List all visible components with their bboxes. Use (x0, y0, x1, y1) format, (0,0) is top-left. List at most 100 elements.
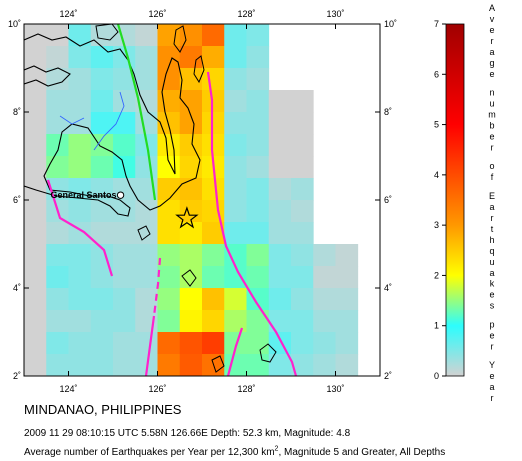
lat-tick-label: 4˚ (384, 283, 392, 293)
lon-tick-label: 124˚ (59, 9, 77, 19)
grid-cell (268, 200, 292, 223)
grid-cell (135, 288, 158, 311)
lon-tick-label: 126˚ (148, 9, 166, 19)
grid-cell (90, 156, 114, 179)
colorbar-title-letter: v (490, 14, 495, 24)
grid-cell (90, 310, 114, 333)
colorbar (445, 23, 465, 377)
grid-cell (68, 134, 92, 157)
grid-cell (313, 332, 336, 355)
grid-cell (246, 68, 270, 91)
epicenter-star (175, 206, 199, 229)
grid-cell (179, 178, 203, 201)
fault-west-arc (46, 179, 114, 277)
map-ticks: 124˚ 124˚ 126˚ 126˚ 128˚ 128˚ 130˚ 130˚ 2˚ 2˚ 4˚ 4˚… (8, 9, 397, 394)
grid-cell (24, 46, 47, 69)
grid-cell (135, 332, 158, 355)
grid-cell (291, 134, 314, 157)
grid-cell (179, 156, 203, 179)
grid-cell (246, 112, 270, 135)
grid-cell (24, 200, 47, 223)
grid-cell (291, 178, 314, 201)
small-island-3 (211, 355, 225, 373)
grid-cell (135, 68, 158, 91)
grid-cell (224, 266, 247, 289)
grid-cell (157, 332, 181, 355)
grid-cell (135, 200, 158, 223)
grid-cell (24, 354, 47, 376)
grid-cell (268, 288, 292, 311)
colorbar-tick-label: 6 (434, 69, 439, 79)
grid-cell (202, 266, 225, 289)
colorbar-title-letter: e (489, 25, 494, 35)
lat-tick-label: 4˚ (13, 283, 21, 293)
grid-cell (113, 310, 136, 333)
grid-cell (268, 134, 292, 157)
grid-cell (202, 222, 225, 245)
grid-cell (246, 178, 270, 201)
colorbar-title-letter: r (491, 213, 494, 223)
rate-note-superscript: 2 (274, 445, 279, 453)
grid-cell (46, 46, 69, 69)
map-features: General Santos (24, 24, 298, 376)
colorbar-title-letter: u (489, 257, 494, 267)
grid-cell (202, 200, 225, 223)
lat-tick-label: 2˚ (13, 371, 21, 381)
grid-cell (90, 288, 114, 311)
grid-cell (224, 288, 247, 311)
grid-cell (68, 46, 92, 69)
grid-cell (202, 46, 225, 69)
dinagat-island (173, 25, 187, 53)
colorbar-tick-label: 4 (434, 170, 439, 180)
grid-cell (313, 288, 336, 311)
lon-tick-label: 128˚ (237, 9, 255, 19)
grid-cell (24, 112, 47, 135)
colorbar-title-letter: A (489, 3, 495, 13)
grid-cell (68, 200, 92, 223)
colorbar-title-letter: e (489, 132, 494, 142)
grid-cell (224, 244, 247, 267)
grid-cell (335, 332, 359, 355)
grid-cell (157, 310, 181, 333)
grid-cell (113, 266, 136, 289)
lat-tick-label: 2˚ (384, 371, 392, 381)
grid-cell (291, 332, 314, 355)
grid-cell (90, 332, 114, 355)
grid-cell (157, 68, 181, 91)
colorbar-title-letter: s (490, 301, 495, 311)
grid-cell (224, 90, 247, 113)
rate-note: Average number of Earthquakes per Year p… (24, 445, 445, 458)
grid-cell (268, 332, 292, 355)
grid-cell (68, 222, 92, 245)
grid-cell (335, 244, 359, 267)
grid-cell (291, 156, 314, 179)
grid-cell (224, 354, 247, 376)
grid-cell (313, 354, 336, 376)
grid-cell (24, 222, 47, 245)
grid-cell (46, 112, 69, 135)
grid-cell (224, 156, 247, 179)
grid-cell (46, 244, 69, 267)
grid-cell (135, 266, 158, 289)
grid-cell (157, 134, 181, 157)
grid-cell (335, 310, 359, 333)
grid-cell (179, 112, 203, 135)
grid-cell (224, 134, 247, 157)
grid-cell (24, 310, 47, 333)
grid-cell (268, 310, 292, 333)
grid-cell (46, 310, 69, 333)
colorbar-title-letter: Y (489, 360, 495, 370)
grid-cell (157, 24, 181, 47)
grid-cell (68, 310, 92, 333)
grid-cell (90, 134, 114, 157)
grid-cell (313, 266, 336, 289)
grid-cell (246, 24, 270, 47)
grid-cell (113, 222, 136, 245)
grid-cell (179, 244, 203, 267)
lon-tick-label: 128˚ (237, 384, 255, 394)
grid-cell (113, 332, 136, 355)
grid-cell (46, 354, 69, 376)
grid-cell (202, 332, 225, 355)
grid-cell (202, 310, 225, 333)
grid-cell (268, 112, 292, 135)
